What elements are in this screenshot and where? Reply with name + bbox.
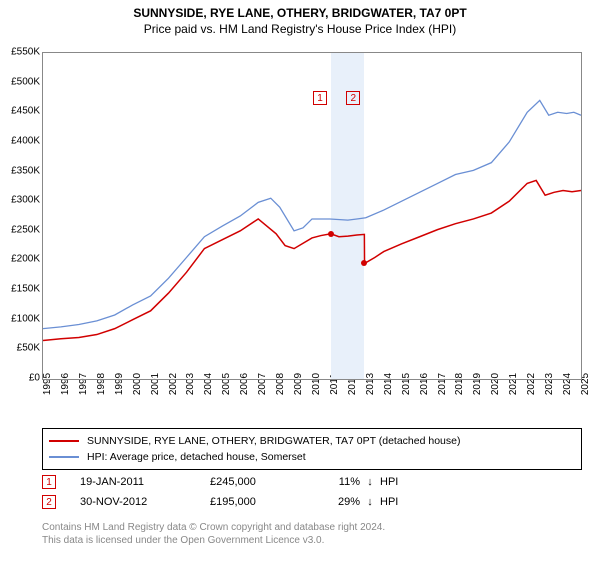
- chart-title: SUNNYSIDE, RYE LANE, OTHERY, BRIDGWATER,…: [0, 6, 600, 20]
- footer-line-1: Contains HM Land Registry data © Crown c…: [42, 521, 385, 534]
- footer-line-2: This data is licensed under the Open Gov…: [42, 534, 385, 547]
- down-arrow-icon: ↓: [360, 476, 380, 488]
- chart-container: SUNNYSIDE, RYE LANE, OTHERY, BRIDGWATER,…: [0, 6, 600, 566]
- legend-swatch: [49, 440, 79, 442]
- legend-label: HPI: Average price, detached house, Some…: [87, 451, 306, 463]
- y-tick-label: £450K: [0, 106, 40, 117]
- transaction-row: 1 19-JAN-2011£245,00011%↓HPI: [42, 472, 582, 492]
- plot-area: 12: [43, 53, 581, 379]
- transaction-marker-1: 1: [313, 91, 327, 105]
- transaction-row: 2 30-NOV-2012£195,00029%↓HPI: [42, 492, 582, 512]
- y-tick-label: £50K: [0, 343, 40, 354]
- y-tick-label: £350K: [0, 165, 40, 176]
- legend-label: SUNNYSIDE, RYE LANE, OTHERY, BRIDGWATER,…: [87, 435, 460, 447]
- transaction-marker-2: 2: [346, 91, 360, 105]
- transaction-date: 30-NOV-2012: [80, 496, 210, 508]
- legend-swatch: [49, 456, 79, 458]
- y-tick-label: £100K: [0, 313, 40, 324]
- line-series-svg: [43, 53, 581, 379]
- y-tick-label: £500K: [0, 76, 40, 87]
- down-arrow-icon: ↓: [360, 496, 380, 508]
- legend-item: SUNNYSIDE, RYE LANE, OTHERY, BRIDGWATER,…: [49, 433, 575, 449]
- y-tick-label: £550K: [0, 47, 40, 58]
- transaction-ref: HPI: [380, 496, 420, 508]
- transaction-number-box: 1: [42, 475, 56, 489]
- series-hpi: [43, 100, 581, 328]
- legend-box: SUNNYSIDE, RYE LANE, OTHERY, BRIDGWATER,…: [42, 428, 582, 470]
- transaction-price: £245,000: [210, 476, 310, 488]
- legend-item: HPI: Average price, detached house, Some…: [49, 449, 575, 465]
- transaction-rows: 1 19-JAN-2011£245,00011%↓HPI 2 30-NOV-2012£…: [42, 472, 582, 512]
- y-tick-label: £400K: [0, 135, 40, 146]
- y-tick-label: £150K: [0, 284, 40, 295]
- transaction-pct: 11%: [310, 476, 360, 488]
- y-tick-label: £250K: [0, 224, 40, 235]
- series-property: [43, 180, 581, 340]
- plot-border: 12: [42, 52, 582, 380]
- transaction-dot-2: [361, 260, 367, 266]
- transaction-pct: 29%: [310, 496, 360, 508]
- y-tick-label: £300K: [0, 195, 40, 206]
- chart-subtitle: Price paid vs. HM Land Registry's House …: [0, 22, 600, 36]
- transaction-ref: HPI: [380, 476, 420, 488]
- transaction-dot-1: [328, 231, 334, 237]
- transaction-number-box: 2: [42, 495, 56, 509]
- y-tick-label: £0: [0, 373, 40, 384]
- transaction-date: 19-JAN-2011: [80, 476, 210, 488]
- transaction-price: £195,000: [210, 496, 310, 508]
- y-tick-label: £200K: [0, 254, 40, 265]
- footer-attribution: Contains HM Land Registry data © Crown c…: [42, 521, 385, 547]
